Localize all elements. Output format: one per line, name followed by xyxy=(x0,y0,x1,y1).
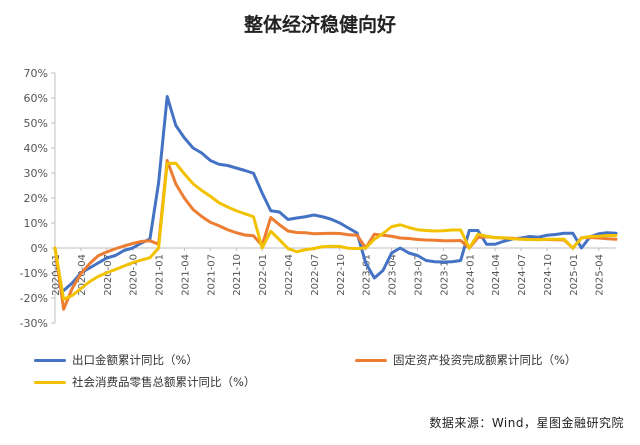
y-tick-label: 60% xyxy=(24,92,48,105)
y-tick-label: 40% xyxy=(24,142,48,155)
chart-title: 整体经济稳健向好 xyxy=(243,14,396,36)
x-tick-label: 2021-01 xyxy=(155,254,166,296)
x-tick-label: 2025-04 xyxy=(595,254,606,296)
axis-layer: 70% 60% 50% 40% 30% 20% 10% 0% -10% -20% -30% 2020-… xyxy=(20,67,616,330)
legend-item-retail: 社会消费品零售总额累计同比（%） xyxy=(34,374,255,390)
y-tick-label: 20% xyxy=(24,192,48,205)
x-tick-label: 2023-10 xyxy=(439,254,450,296)
x-tick-label: 2024-07 xyxy=(517,254,528,296)
x-tick-label: 2020-04 xyxy=(77,254,88,296)
x-tick-label: 2021-07 xyxy=(206,254,217,296)
y-tick-label: -10% xyxy=(20,267,48,280)
series-layer xyxy=(53,95,618,311)
legend-label-export: 出口金额累计同比（%） xyxy=(72,353,198,367)
series-line-2 xyxy=(53,161,618,301)
x-tick-label: 2022-07 xyxy=(310,254,321,296)
y-tick-label: 0% xyxy=(31,242,48,255)
x-tick-label: 2025-01 xyxy=(569,254,580,296)
x-tick-label: 2023-07 xyxy=(413,254,424,296)
y-tick-label: 70% xyxy=(24,67,48,80)
source-note: 数据来源：Wind，星图金融研究院 xyxy=(429,416,624,430)
x-tick-label: 2020-07 xyxy=(103,254,114,296)
y-tick-label: -30% xyxy=(20,317,48,330)
x-tick-label: 2023-04 xyxy=(388,254,399,296)
legend-label-investment: 固定资产投资完成额累计同比（%） xyxy=(393,353,577,367)
legend-item-export: 出口金额累计同比（%） xyxy=(34,352,198,368)
x-tick-label: 2020-10 xyxy=(129,254,140,296)
legend-swatch-investment xyxy=(355,358,387,362)
legend-item-investment: 固定资产投资完成额累计同比（%） xyxy=(355,352,576,368)
y-tick-label: 50% xyxy=(24,117,48,130)
x-tick-label: 2021-04 xyxy=(180,254,191,296)
y-tick-label: 10% xyxy=(24,217,48,230)
x-tick-label: 2022-10 xyxy=(336,254,347,296)
legend-swatch-export xyxy=(34,358,66,362)
x-tick-label: 2022-01 xyxy=(258,254,269,296)
x-tick-label: 2024-10 xyxy=(543,254,554,296)
x-tick-label: 2021-10 xyxy=(232,254,243,296)
x-tick-label: 2024-01 xyxy=(465,254,476,296)
y-tick-label: 30% xyxy=(24,167,48,180)
x-tick-label: 2023-01 xyxy=(362,254,373,296)
x-tick-label: 2020-01 xyxy=(51,254,62,296)
legend-label-retail: 社会消费品零售总额累计同比（%） xyxy=(72,375,256,389)
series-line-0 xyxy=(62,95,618,292)
y-tick-label: -20% xyxy=(20,292,48,305)
x-tick-label: 2022-04 xyxy=(284,254,295,296)
x-tick-label: 2024-04 xyxy=(491,254,502,296)
legend-swatch-retail xyxy=(34,380,66,384)
